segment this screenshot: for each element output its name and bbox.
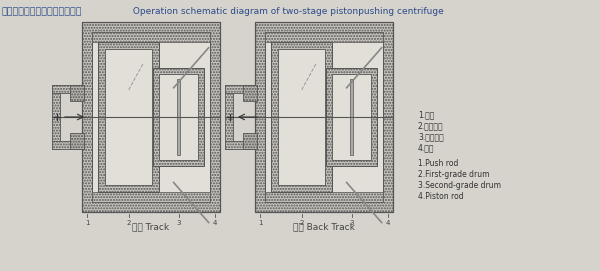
Bar bbox=[243, 133, 257, 149]
Bar bbox=[160, 74, 198, 160]
Text: 2.一级鼓装: 2.一级鼓装 bbox=[418, 121, 443, 130]
Bar bbox=[271, 42, 332, 192]
Bar bbox=[265, 32, 383, 202]
Bar bbox=[255, 22, 393, 212]
Text: 4: 4 bbox=[213, 220, 217, 226]
Text: 1.霍斗: 1.霍斗 bbox=[418, 110, 434, 119]
Text: 4.活板: 4.活板 bbox=[418, 143, 434, 152]
Text: 4.Piston rod: 4.Piston rod bbox=[418, 192, 464, 201]
Bar bbox=[98, 42, 160, 192]
Bar bbox=[52, 141, 84, 149]
Bar bbox=[70, 85, 84, 101]
Bar bbox=[177, 79, 180, 156]
Text: 进模 Track: 进模 Track bbox=[133, 222, 170, 231]
Bar bbox=[255, 22, 393, 212]
Bar bbox=[243, 85, 257, 101]
Bar bbox=[332, 74, 371, 160]
Bar bbox=[225, 85, 233, 149]
Bar bbox=[92, 32, 210, 202]
Text: 3.Second-grade drum: 3.Second-grade drum bbox=[418, 181, 501, 190]
Text: Operation schematic diagram of two-stage pistonpushing centrifuge: Operation schematic diagram of two-stage… bbox=[130, 7, 444, 16]
Text: 2: 2 bbox=[299, 220, 304, 226]
Bar bbox=[82, 22, 220, 212]
Text: 2: 2 bbox=[127, 220, 131, 226]
Text: 3.二级鼓装: 3.二级鼓装 bbox=[418, 132, 444, 141]
Bar bbox=[92, 192, 210, 202]
Text: 1.Push rod: 1.Push rod bbox=[418, 159, 458, 168]
Bar bbox=[278, 49, 325, 185]
Text: 3: 3 bbox=[176, 220, 181, 226]
Bar bbox=[225, 141, 257, 149]
Text: 3: 3 bbox=[349, 220, 354, 226]
Bar bbox=[52, 85, 84, 93]
Bar bbox=[154, 68, 204, 166]
Bar bbox=[52, 85, 60, 149]
Bar bbox=[92, 32, 210, 42]
Bar bbox=[70, 133, 84, 149]
Bar bbox=[265, 32, 383, 42]
Text: 返箱 Back Track: 返箱 Back Track bbox=[293, 222, 355, 231]
Bar bbox=[350, 79, 353, 156]
Bar bbox=[225, 85, 257, 93]
Bar bbox=[82, 22, 220, 212]
Text: 4: 4 bbox=[386, 220, 390, 226]
Text: 2.First-grade drum: 2.First-grade drum bbox=[418, 170, 490, 179]
Bar bbox=[265, 192, 383, 202]
Bar bbox=[105, 49, 152, 185]
Text: 1: 1 bbox=[258, 220, 262, 226]
Bar bbox=[326, 68, 377, 166]
Text: 双级活塞推料离心机工作示意图: 双级活塞推料离心机工作示意图 bbox=[2, 7, 83, 16]
Text: 1: 1 bbox=[85, 220, 89, 226]
